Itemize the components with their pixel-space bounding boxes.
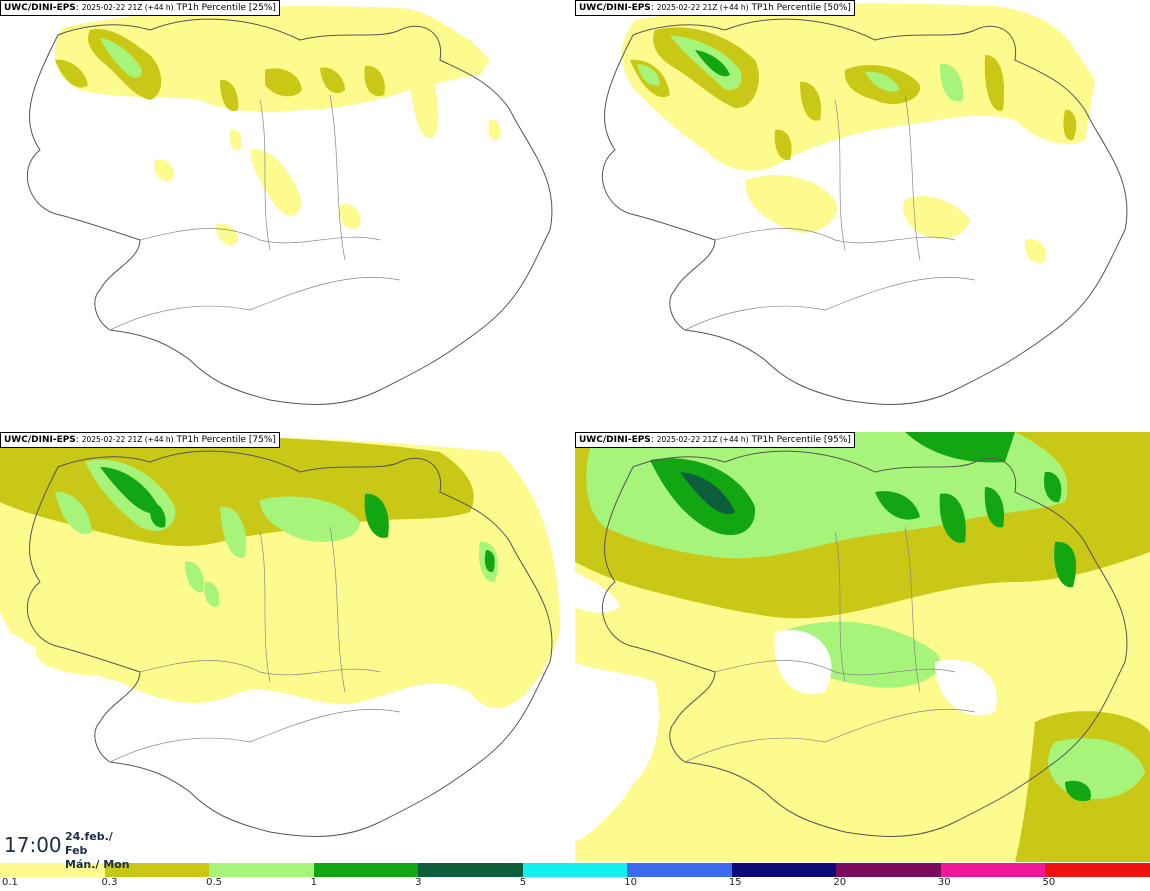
legend-tick-label: 3 <box>415 877 422 888</box>
legend-tick-label: 0.1 <box>2 877 18 888</box>
field-name: TP1h Percentile [25%] <box>176 3 276 13</box>
legend-tick-label: 10 <box>624 877 637 888</box>
legend-tick-label: 0.3 <box>101 877 118 888</box>
map-panel-p50: UWC/DINI-EPS: 2025-02-22 21Z (+44 h) TP1… <box>575 0 1150 430</box>
run-info: 2025-02-22 21Z (+44 h) <box>81 435 174 444</box>
map-panel-p95: UWC/DINI-EPS: 2025-02-22 21Z (+44 h) TP1… <box>575 432 1150 862</box>
legend-swatch <box>313 863 419 877</box>
legend-swatch <box>836 863 941 877</box>
legend-tick-label: 30 <box>937 877 951 888</box>
map-panel-p25: UWC/DINI-EPS: 2025-02-22 21Z (+44 h) TP1… <box>0 0 574 430</box>
run-info: 2025-02-22 21Z (+44 h) <box>81 3 174 12</box>
legend-swatch <box>940 863 1046 877</box>
panel-title: UWC/DINI-EPS: 2025-02-22 21Z (+44 h) TP1… <box>0 432 280 448</box>
legend-swatch <box>0 863 105 877</box>
precip-map-p75 <box>0 435 560 837</box>
legend-tick-label: 0.5 <box>206 877 222 888</box>
valid-time: 17:00 <box>4 833 62 857</box>
legend-swatch <box>418 863 523 877</box>
precip-map-p25 <box>26 6 553 405</box>
valid-date-line1: 24.feb./ Feb <box>65 830 113 857</box>
legend-swatch <box>104 863 210 877</box>
model-name: UWC/DINI-EPS <box>4 3 76 13</box>
valid-date: 24.feb./ Feb Mán./ Mon <box>65 830 135 872</box>
legend-swatch <box>627 863 732 877</box>
legend-swatch <box>209 863 314 877</box>
legend-tick-label: 5 <box>519 877 527 888</box>
color-legend <box>0 863 1150 877</box>
model-name: UWC/DINI-EPS <box>579 3 651 13</box>
precip-map-p95 <box>575 432 1150 862</box>
run-info: 2025-02-22 21Z (+44 h) <box>656 3 749 12</box>
valid-date-line2: Mán./ Mon <box>65 858 130 871</box>
legend-tick-label: 20 <box>833 877 847 888</box>
legend-tick-label: 50 <box>1042 877 1056 888</box>
legend-swatch <box>1045 863 1150 877</box>
legend-tick-label: 15 <box>728 877 742 888</box>
model-name: UWC/DINI-EPS <box>579 435 651 445</box>
model-name: UWC/DINI-EPS <box>4 435 76 445</box>
field-name: TP1h Percentile [95%] <box>751 435 851 445</box>
legend-swatch <box>731 863 837 877</box>
valid-time-box: 17:00 24.feb./ Feb Mán./ Mon <box>0 825 135 871</box>
legend-swatch <box>522 863 628 877</box>
map-panel-p75: UWC/DINI-EPS: 2025-02-22 21Z (+44 h) TP1… <box>0 432 574 862</box>
field-name: TP1h Percentile [50%] <box>751 3 851 13</box>
panel-title: UWC/DINI-EPS: 2025-02-22 21Z (+44 h) TP1… <box>0 0 280 16</box>
panel-title: UWC/DINI-EPS: 2025-02-22 21Z (+44 h) TP1… <box>575 0 855 16</box>
panel-title: UWC/DINI-EPS: 2025-02-22 21Z (+44 h) TP1… <box>575 432 855 448</box>
run-info: 2025-02-22 21Z (+44 h) <box>656 435 749 444</box>
legend-tick-label: 1 <box>310 877 317 888</box>
field-name: TP1h Percentile [75%] <box>176 435 276 445</box>
legend-tick-labels: 0.1 0.3 0.5 1 3 5 10 15 20 30 50 <box>0 877 1150 891</box>
precip-map-p50 <box>601 3 1128 405</box>
